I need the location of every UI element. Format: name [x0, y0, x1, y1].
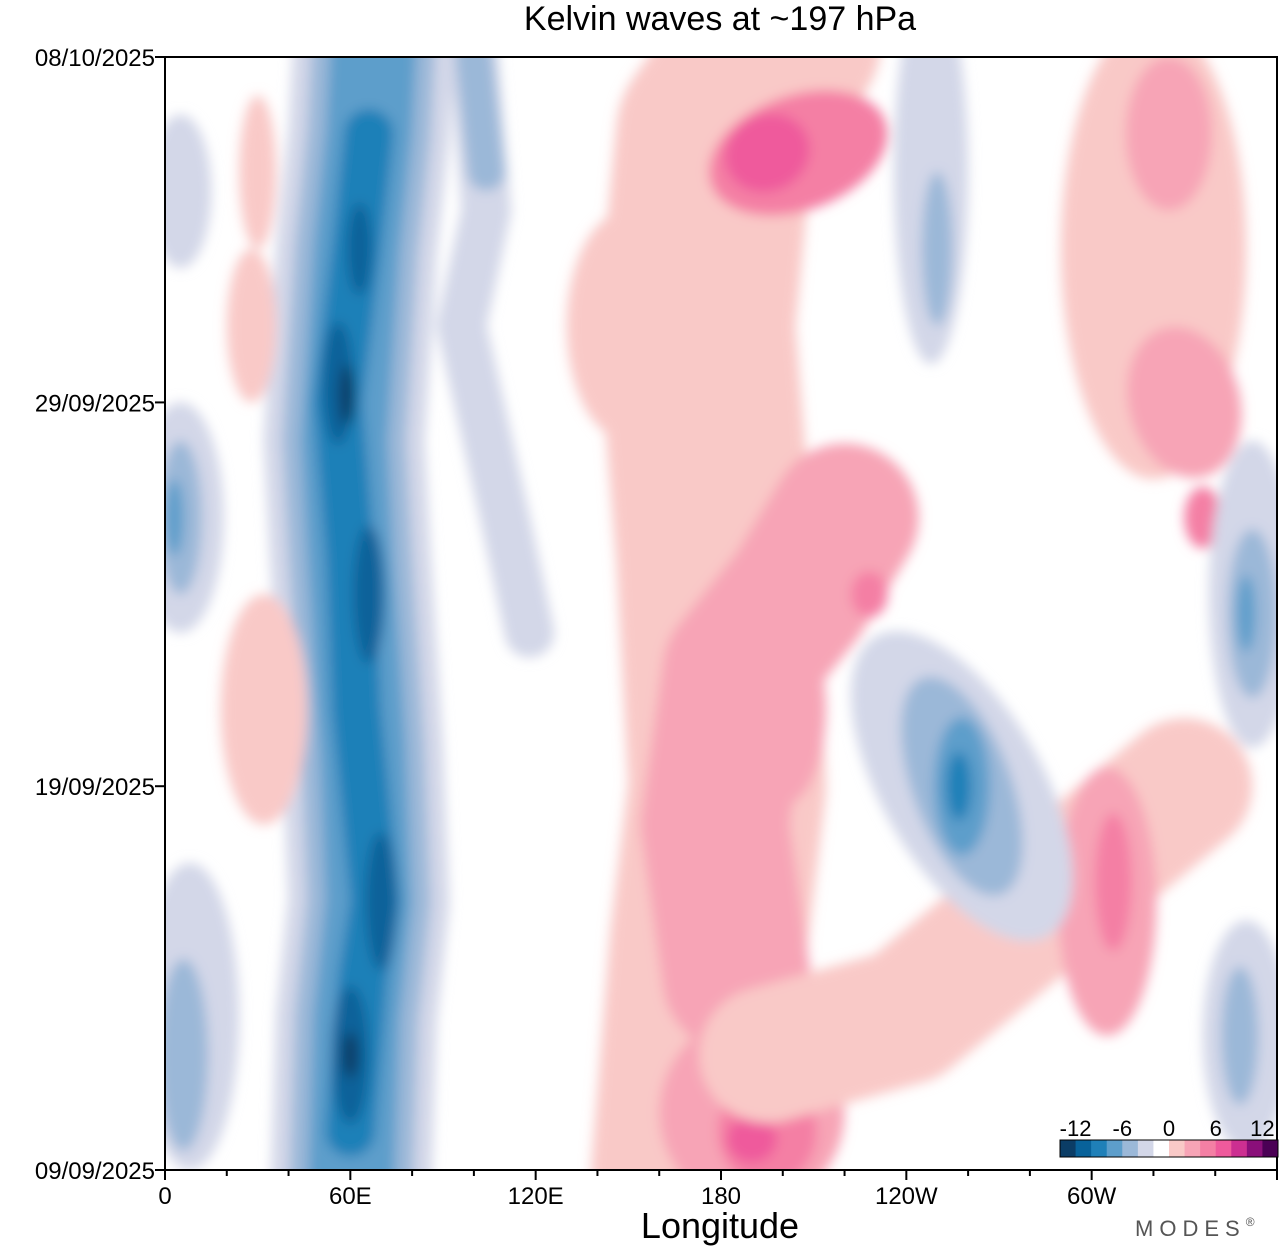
neg-fringe [455, 57, 505, 191]
colorbar-swatch [1246, 1140, 1263, 1157]
pos-ur [1125, 57, 1213, 211]
neg-edge [165, 114, 212, 269]
colorbar-swatch [1122, 1140, 1139, 1157]
neg-core [353, 525, 385, 664]
colorbar-swatch [1169, 1140, 1186, 1157]
pos-left [239, 95, 277, 249]
x-tick-label: 60E [329, 1183, 372, 1210]
brand-name: MODES [1135, 1216, 1246, 1241]
x-axis-ticks: 0 60E 120E 180 120W 60W [158, 1170, 1278, 1210]
colorbar-tick-label: 6 [1210, 1116, 1222, 1141]
pos-band-level2 [640, 443, 919, 1053]
brand-logo: MODES® [1135, 1215, 1261, 1241]
anomaly-field [165, 57, 1277, 1170]
x-tick-label: 120E [508, 1183, 564, 1210]
brand-mark: ® [1246, 1215, 1261, 1229]
colorbar-swatch [1184, 1140, 1201, 1157]
y-tick-label: 19/09/2025 [35, 774, 155, 801]
neg-edge [165, 958, 209, 1151]
colorbar-tick-label: -12 [1060, 1116, 1092, 1141]
pos-left [220, 594, 308, 825]
colorbar-swatch [1200, 1140, 1217, 1157]
y-axis-ticks: 09/09/2025 19/09/2025 29/09/2025 08/10/2025 [35, 45, 165, 1185]
x-axis-label: Longitude [641, 1205, 799, 1246]
y-tick-label: 09/09/2025 [35, 1158, 155, 1185]
pos-core [724, 113, 810, 193]
colorbar-swatch [1153, 1140, 1170, 1157]
neg-edge [165, 479, 184, 556]
chart-title: Kelvin waves at ~197 hPa [524, 0, 916, 38]
colorbar-tick-label: 12 [1250, 1116, 1274, 1141]
x-tick-label: 60W [1067, 1183, 1117, 1210]
neg-120w-upper [921, 172, 953, 326]
pos-core [727, 1116, 777, 1163]
x-tick-label: 180 [701, 1183, 741, 1210]
neg-core [347, 202, 372, 295]
colorbar-swatch [1106, 1140, 1123, 1157]
colorbar-swatch [1231, 1140, 1248, 1157]
colorbar-swatch [1091, 1140, 1108, 1157]
x-tick-label: 0 [158, 1183, 171, 1210]
neg-120w [946, 751, 972, 821]
x-tick-label: 120W [875, 1183, 938, 1210]
pos-ur [1184, 486, 1222, 549]
y-tick-label: 08/10/2025 [35, 45, 155, 72]
neg-east [1236, 575, 1256, 652]
colorbar-swatch [1075, 1140, 1092, 1157]
colorbar-swatch [1262, 1140, 1279, 1157]
colorbar-swatch [1137, 1140, 1154, 1157]
colorbar-tick-label: 0 [1163, 1116, 1175, 1141]
colorbar-tick-label: -6 [1113, 1116, 1133, 1141]
pos-core [850, 571, 888, 618]
pos-ur [1127, 326, 1242, 478]
colorbar-swatch [1060, 1140, 1077, 1157]
neg-extreme [342, 1031, 359, 1078]
pos-left [226, 248, 277, 403]
neg-core [365, 832, 397, 971]
neg-extreme [339, 364, 355, 426]
y-tick-label: 29/09/2025 [35, 390, 155, 417]
pos-core [739, 613, 827, 806]
colorbar: -12 -6 0 6 12 [1059, 1116, 1279, 1158]
anomaly-contours [165, 57, 1277, 1170]
neg-east [1221, 966, 1259, 1105]
colorbar-swatch [1215, 1140, 1232, 1157]
colorbar-frame [1059, 1139, 1279, 1158]
pos-tilt-core [1094, 813, 1132, 952]
pos-mid [566, 210, 691, 441]
